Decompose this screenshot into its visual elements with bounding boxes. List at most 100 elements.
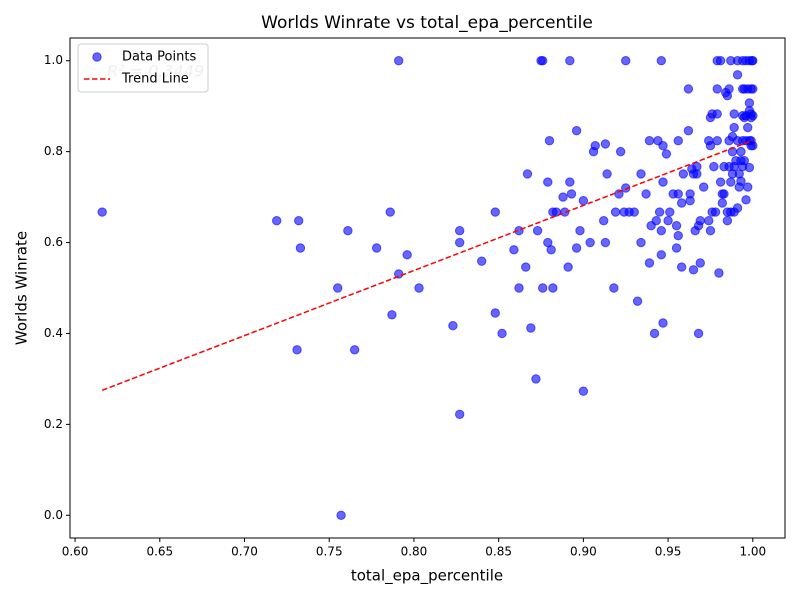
data-point [578,196,589,206]
data-point [683,126,694,136]
data-point [676,198,687,208]
data-point [615,146,626,157]
data-point [665,207,675,217]
data-point [726,177,736,187]
data-point [715,177,726,187]
data-point [656,250,667,260]
data-point [748,84,758,94]
data-point [565,56,575,66]
data-point [566,189,577,199]
data-point [678,169,689,179]
data-point [599,216,609,226]
data-point [454,226,465,236]
x-tick-label: 0.60 [62,545,89,559]
data-point [671,243,682,253]
data-point [571,126,582,136]
y-tick-label: 0.2 [44,417,63,431]
data-point [610,207,621,217]
trend-line [101,139,754,391]
data-point [671,221,682,231]
data-point [585,237,595,248]
data-point [673,231,683,241]
data-point [743,122,753,133]
data-point [563,262,573,272]
data-point [748,111,758,121]
legend-label: Data Points [122,50,196,65]
data-point [744,98,755,108]
data-point [531,374,541,384]
data-point [736,176,746,186]
data-point [371,243,382,253]
data-point [644,136,655,146]
y-axis-label: Worlds Winrate [13,231,31,345]
data-point [712,109,722,119]
data-point [538,56,548,66]
data-point [654,207,665,217]
data-point [656,226,667,236]
data-point [649,328,660,339]
data-point [644,258,655,268]
data-point [333,283,343,293]
data-point [656,56,667,66]
data-point [692,161,702,172]
legend-box [77,43,209,93]
plot-frame [69,37,786,539]
data-point [739,156,750,166]
data-point [748,56,758,66]
data-point [509,245,519,255]
data-point [748,141,758,151]
data-point [710,207,721,217]
data-point [590,141,600,151]
data-point [732,70,743,80]
data-point [294,216,304,226]
x-tick-label: 0.85 [485,545,512,559]
data-point [661,149,672,159]
data-point [658,177,668,187]
data-point [729,122,739,133]
data-point [385,207,395,217]
data-point [695,216,705,226]
data-point [698,182,709,192]
data-point [736,146,746,157]
data-point [393,56,404,66]
data-point [676,262,687,272]
data-point [393,269,404,279]
data-point [663,216,673,226]
data-point [658,141,668,151]
legend-marker [92,52,102,62]
x-axis-label: total_epa_percentile [351,567,503,586]
x-tick-label: 0.65 [146,545,173,559]
data-point [575,226,585,236]
data-point [490,207,500,217]
y-tick-label: 0.0 [44,508,63,522]
data-point [704,216,714,226]
data-point [629,207,639,217]
data-point [292,345,302,355]
data-point [544,136,555,146]
x-tick-label: 0.80 [401,545,428,559]
data-point [538,283,548,293]
data-point [632,296,643,306]
data-point [336,510,346,520]
data-point [719,189,729,199]
data-point [548,283,558,293]
data-point [714,268,724,278]
data-point [448,321,458,331]
data-point [546,245,556,255]
data-point [685,189,695,199]
data-point [521,262,531,272]
data-point [715,56,726,66]
x-tick-label: 0.95 [655,545,682,559]
data-point [658,318,668,328]
data-point [636,169,646,179]
x-tick-label: 1.00 [739,545,766,559]
data-point [387,310,397,320]
data-point [717,198,728,208]
data-point [532,226,543,236]
data-point [705,141,716,151]
y-tick-label: 1.0 [44,53,63,67]
data-point [602,169,612,179]
y-tick-label: 0.6 [44,235,63,249]
data-point [688,265,699,275]
data-point [641,189,651,199]
